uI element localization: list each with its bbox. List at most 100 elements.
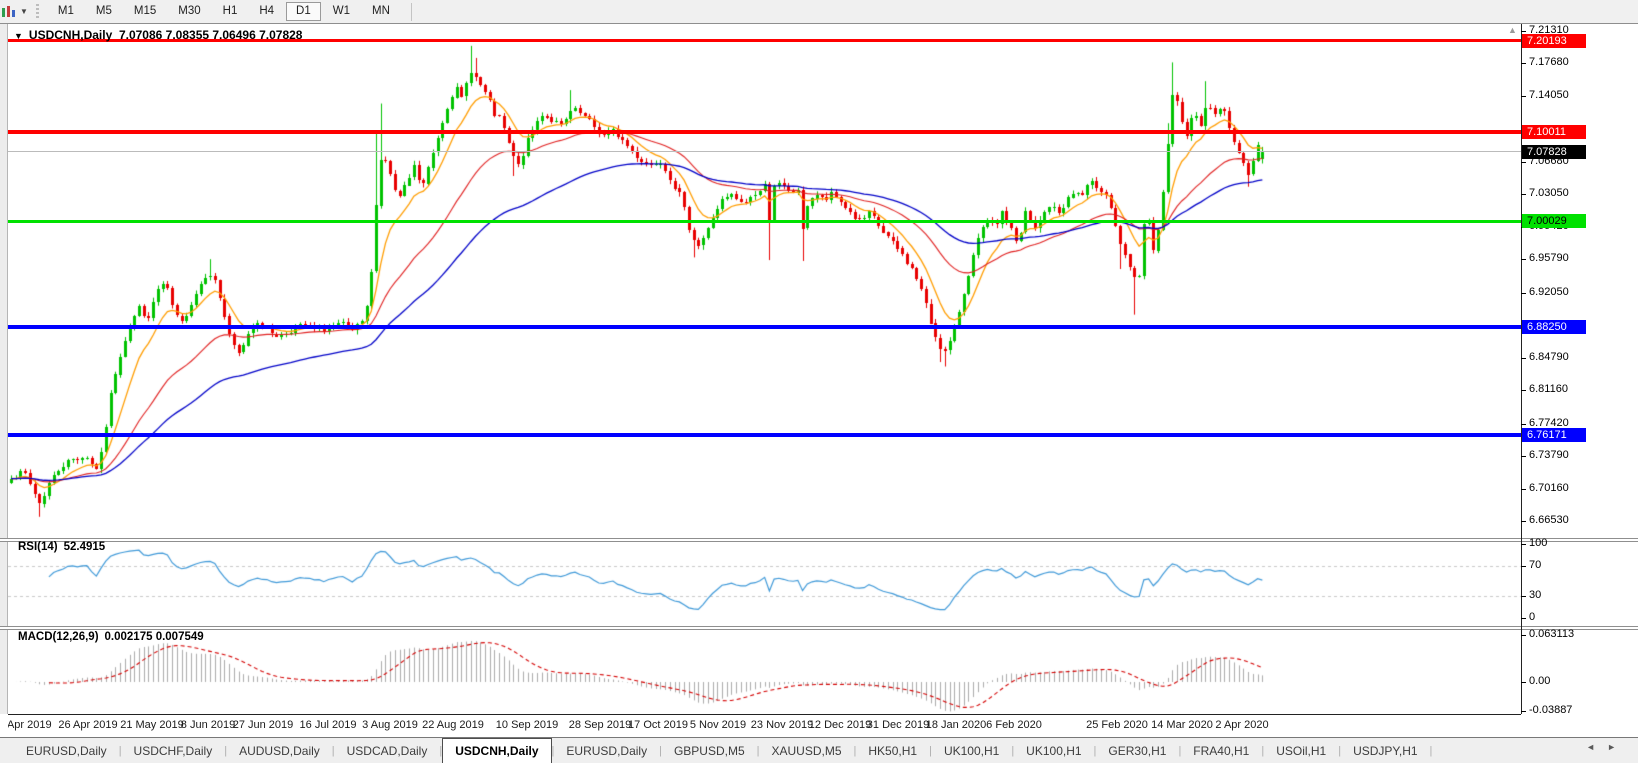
price-badge-6.88250: 6.88250 xyxy=(1522,320,1586,334)
tab-usdjpy-h1[interactable]: USDJPY,H1 xyxy=(1353,743,1418,758)
tab-separator: | xyxy=(1338,744,1342,757)
toolbar-dropdown-caret[interactable]: ▼ xyxy=(20,7,28,16)
rsi-tick-label: 70 xyxy=(1529,559,1542,571)
tab-fra40-h1[interactable]: FRA40,H1 xyxy=(1193,743,1250,758)
timeframe-button-m5[interactable]: M5 xyxy=(95,5,112,17)
panel-divider[interactable] xyxy=(0,538,1638,542)
rsi-canvas[interactable] xyxy=(8,542,1521,626)
price-axis-border xyxy=(1521,24,1522,714)
date-label: 31 Dec 2019 xyxy=(866,719,930,731)
timeframe-button-m15[interactable]: M15 xyxy=(133,5,157,17)
toolbar: ▼ M1 M5 M15 M30 H1 H4 D1 W1 MN xyxy=(0,0,1638,24)
axis-tick-mark xyxy=(1521,358,1526,359)
axis-tick-mark xyxy=(1521,596,1526,597)
tab-audusd-daily[interactable]: AUDUSD,Daily xyxy=(239,743,320,758)
tab-separator: | xyxy=(331,744,335,757)
macd-values: 0.002175 0.007549 xyxy=(104,631,204,643)
macd-canvas[interactable] xyxy=(8,630,1521,714)
price-tick-label: 6.81160 xyxy=(1529,383,1568,395)
rsi-tick-label: 30 xyxy=(1529,589,1542,601)
tab-separator: | xyxy=(224,744,228,757)
panel-divider[interactable] xyxy=(0,626,1638,630)
date-label: 5 Nov 2019 xyxy=(689,719,747,731)
timeframe-button-h4[interactable]: H4 xyxy=(259,5,275,17)
macd-tick-label: -0.03887 xyxy=(1529,704,1573,716)
timeframe-button-h1[interactable]: H1 xyxy=(222,5,238,17)
horizontal-line-7.07828[interactable] xyxy=(8,151,1521,152)
tab-uk100-h1[interactable]: UK100,H1 xyxy=(943,743,1000,758)
price-tick-label: 7.21310 xyxy=(1529,24,1569,36)
axis-tick-mark xyxy=(1521,390,1526,391)
toolbar-separator xyxy=(410,2,412,21)
tab-gbpusd-m5[interactable]: GBPUSD,M5 xyxy=(673,743,745,758)
axis-tick-mark xyxy=(1521,31,1526,32)
tab-scroll-arrows: ◄► xyxy=(1586,742,1628,752)
tab-separator: | xyxy=(551,744,555,757)
horizontal-line-7.10011[interactable] xyxy=(8,130,1521,134)
tab-separator: | xyxy=(1178,744,1182,757)
tab-separator: | xyxy=(659,744,662,757)
price-badge-7.20193: 7.20193 xyxy=(1522,34,1586,48)
horizontal-line-6.76171[interactable] xyxy=(8,433,1521,437)
timeframe-button-mn[interactable]: MN xyxy=(372,5,390,17)
tab-scroll-left-button[interactable]: ◄ xyxy=(1586,742,1608,752)
date-label: 22 Aug 2019 xyxy=(422,719,484,731)
tab-hk50-h1[interactable]: HK50,H1 xyxy=(868,743,918,758)
price-chart-canvas[interactable] xyxy=(8,24,1521,538)
rsi-tick-label: 0 xyxy=(1529,611,1536,623)
axis-tick-mark xyxy=(1521,293,1526,294)
plot-bottom-border xyxy=(8,714,1521,715)
axis-tick-mark xyxy=(1521,96,1526,97)
axis-tick-mark xyxy=(1521,618,1526,619)
price-tick-label: 6.66530 xyxy=(1529,514,1569,526)
timeframe-button-w1[interactable]: W1 xyxy=(332,5,350,17)
date-label: 8 Jun 2019 xyxy=(180,719,236,731)
tab-separator: | xyxy=(1261,744,1265,757)
price-badge-7.10011: 7.10011 xyxy=(1522,125,1586,139)
chart-shift-marker[interactable]: ▲ xyxy=(1508,25,1517,35)
date-label: 27 Jun 2019 xyxy=(232,719,294,731)
date-label: 21 May 2019 xyxy=(120,719,184,731)
macd-label: MACD(12,26,9) 0.002175 0.007549 xyxy=(18,631,204,643)
horizontal-line-6.88250[interactable] xyxy=(8,325,1521,329)
horizontal-line-7.00029[interactable] xyxy=(8,220,1521,223)
price-tick-label: 6.84790 xyxy=(1529,351,1569,363)
price-axis[interactable]: 7.213107.176807.140507.066807.030506.994… xyxy=(1521,24,1638,716)
timeframe-button-d1[interactable]: D1 xyxy=(286,2,321,21)
tab-usoil-h1[interactable]: USOil,H1 xyxy=(1276,743,1327,758)
horizontal-line-7.20193[interactable] xyxy=(8,39,1521,42)
axis-tick-mark xyxy=(1521,162,1526,163)
tab-separator: | xyxy=(1429,744,1433,757)
chart-type-icon[interactable] xyxy=(1,4,17,20)
price-tick-label: 6.70160 xyxy=(1529,482,1569,494)
tab-usdcnh-daily[interactable]: USDCNH,Daily xyxy=(442,738,552,763)
tab-usdcad-daily[interactable]: USDCAD,Daily xyxy=(346,743,428,758)
price-tick-label: 6.95790 xyxy=(1529,252,1569,264)
chart-menu-icon[interactable]: ▼ xyxy=(14,31,23,41)
left-gutter xyxy=(0,24,8,714)
tab-separator: | xyxy=(1011,744,1015,757)
tab-xauusd-m5[interactable]: XAUUSD,M5 xyxy=(771,743,842,758)
price-tick-label: 7.17680 xyxy=(1529,56,1569,68)
timeframe-button-m30[interactable]: M30 xyxy=(178,5,201,17)
price-badge-6.76171: 6.76171 xyxy=(1522,428,1586,442)
axis-tick-mark xyxy=(1521,194,1526,195)
tab-eurusd-daily[interactable]: EURUSD,Daily xyxy=(566,743,648,758)
date-label: 18 Jan 2020 xyxy=(925,719,987,731)
tab-uk100-h1[interactable]: UK100,H1 xyxy=(1026,743,1082,758)
timeframe-button-m1[interactable]: M1 xyxy=(57,5,74,17)
price-tick-label: 6.73790 xyxy=(1529,449,1569,461)
axis-tick-mark xyxy=(1521,489,1526,490)
date-label: 28 Sep 2019 xyxy=(568,719,632,731)
date-label: 14 Mar 2020 xyxy=(1151,719,1213,731)
toolbar-grip[interactable] xyxy=(35,3,39,20)
tab-ger30-h1[interactable]: GER30,H1 xyxy=(1108,743,1167,758)
date-label: 23 Nov 2019 xyxy=(750,719,814,731)
date-label: 25 Feb 2020 xyxy=(1086,719,1148,731)
tab-usdchf-daily[interactable]: USDCHF,Daily xyxy=(133,743,213,758)
tab-scroll-right-button[interactable]: ► xyxy=(1607,742,1628,752)
date-label: 10 Sep 2019 xyxy=(495,719,559,731)
axis-tick-mark xyxy=(1521,63,1526,64)
tab-eurusd-daily[interactable]: EURUSD,Daily xyxy=(26,743,107,758)
